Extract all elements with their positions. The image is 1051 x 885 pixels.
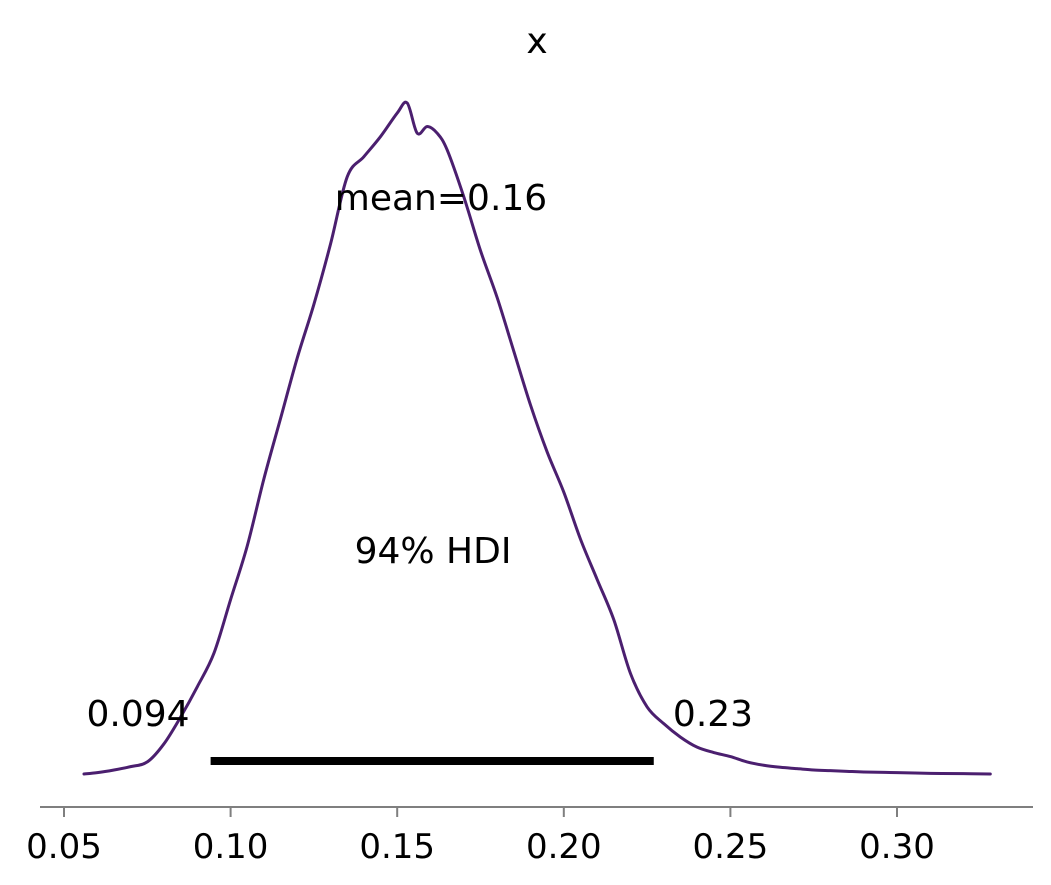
- hdi-annotation: 94% HDI: [355, 531, 512, 572]
- x-tick-label: 0.05: [26, 827, 102, 867]
- hdi-high-label: 0.23: [673, 694, 753, 735]
- chart-title: x: [526, 21, 547, 62]
- density-series-line: [82, 100, 992, 776]
- x-tick-label: 0.10: [193, 827, 269, 867]
- hdi-low-label: 0.094: [86, 694, 189, 735]
- x-tick-label: 0.25: [693, 827, 769, 867]
- x-axis-ticks: 0.05 0.10 0.15 0.20 0.25 0.30: [26, 807, 935, 867]
- mean-annotation: mean=0.16: [335, 178, 547, 219]
- x-tick-label: 0.20: [526, 827, 602, 867]
- x-tick-label: 0.30: [859, 827, 935, 867]
- x-tick-label: 0.15: [359, 827, 435, 867]
